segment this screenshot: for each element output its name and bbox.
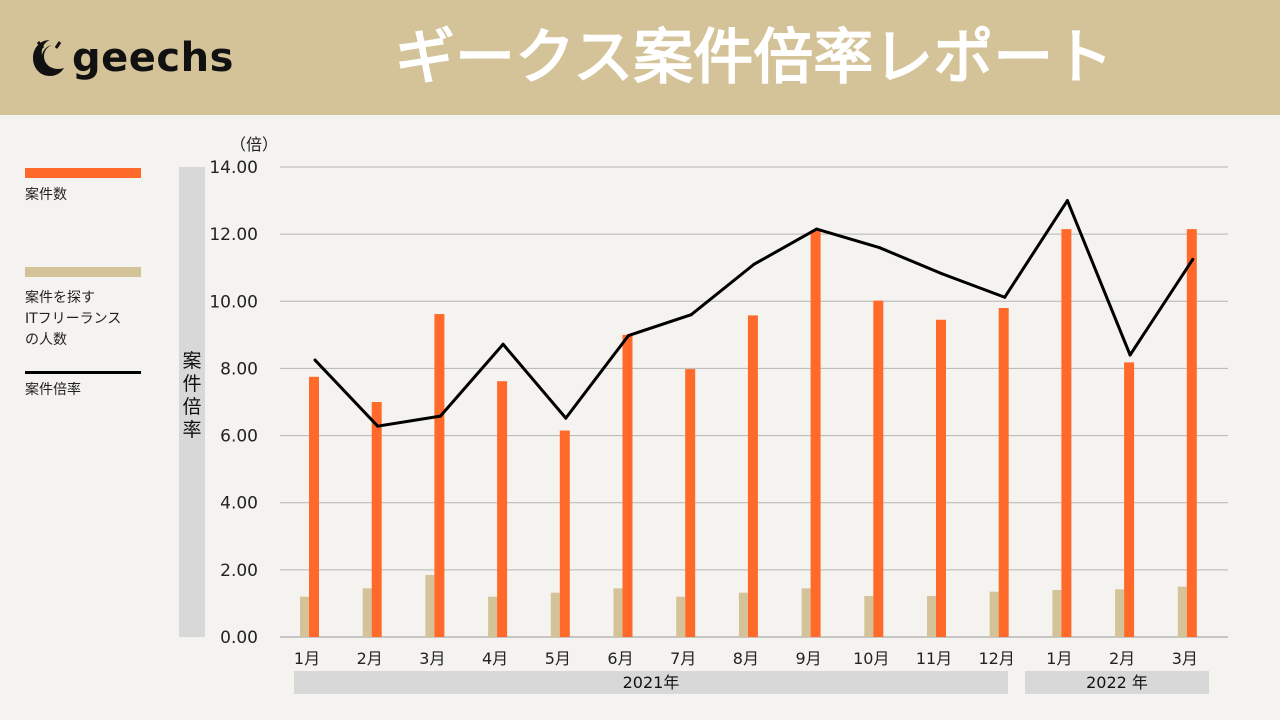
- bar-freelancers: [801, 588, 811, 637]
- bar-freelancers: [362, 588, 372, 637]
- ratio-point: [1191, 257, 1195, 261]
- ratio-point: [1065, 199, 1069, 203]
- x-tick-label: 1月: [1046, 649, 1072, 668]
- header-band: geechs ギークス案件倍率レポート: [0, 0, 1280, 115]
- year-group-2021: 2021年: [294, 671, 1008, 694]
- ratio-point: [815, 227, 819, 231]
- bar-freelancers: [613, 588, 623, 637]
- x-tick-label: 3月: [419, 649, 445, 668]
- bar-freelancers: [989, 591, 999, 637]
- x-tick-label: 5月: [545, 649, 571, 668]
- legend-swatch-projects: [25, 168, 141, 178]
- x-tick-label: 4月: [482, 649, 508, 668]
- x-tick-label: 11月: [916, 649, 952, 668]
- x-tick-label: 2月: [1109, 649, 1135, 668]
- x-tick-label: 2月: [357, 649, 383, 668]
- bar-projects: [1124, 362, 1135, 637]
- x-tick-label: 12月: [979, 649, 1015, 668]
- bar-freelancers: [738, 592, 748, 637]
- y-tick-label: 10.00: [209, 292, 258, 312]
- ratio-point: [1003, 295, 1007, 299]
- bar-projects: [622, 334, 633, 637]
- bar-freelancers: [425, 574, 435, 637]
- bar-projects: [936, 319, 946, 637]
- bar-freelancers: [488, 596, 498, 637]
- y-tick-label: 14.00: [209, 158, 258, 178]
- ratio-point: [752, 262, 756, 266]
- bar-projects: [497, 381, 508, 637]
- year-group-2022: 2022 年: [1025, 671, 1209, 694]
- bar-freelancers: [300, 596, 309, 637]
- legend-swatch-freelancers: [25, 267, 141, 277]
- bar-freelancers: [864, 596, 874, 637]
- page-title: ギークス案件倍率レポート: [395, 23, 1114, 93]
- ratio-point: [501, 342, 505, 346]
- bar-freelancers: [1177, 586, 1187, 637]
- ratio-point: [689, 313, 693, 317]
- bar-projects: [1061, 229, 1072, 637]
- y-tick-label: 4.00: [220, 494, 258, 514]
- y-tick-label: 8.00: [220, 359, 258, 379]
- bar-projects: [747, 315, 758, 637]
- x-tick-label: 8月: [733, 649, 759, 668]
- bar-projects: [1186, 229, 1197, 637]
- x-tick-label: 9月: [796, 649, 822, 668]
- ratio-point: [877, 246, 881, 250]
- ratio-point: [940, 272, 944, 276]
- bar-freelancers: [927, 596, 936, 637]
- bar-projects: [371, 402, 382, 637]
- legend-swatch-ratio: [25, 371, 141, 374]
- logo[interactable]: geechs: [30, 28, 234, 88]
- bar-projects: [873, 300, 884, 637]
- y-tick-label: 6.00: [220, 427, 258, 447]
- y-tick-label: 0.00: [220, 628, 258, 648]
- logo-text: geechs: [72, 35, 234, 81]
- x-tick-label: 7月: [670, 649, 696, 668]
- bar-projects: [810, 230, 821, 638]
- geechs-logo-icon: [33, 40, 64, 76]
- bar-freelancers: [1115, 589, 1125, 637]
- legend-label-freelancers: 案件を探す ITフリーランス の人数: [25, 290, 122, 348]
- ratio-point: [313, 358, 317, 362]
- y-axis-label: 案件倍率: [182, 350, 202, 441]
- bar-projects: [685, 369, 696, 637]
- legend-label-projects: 案件数: [25, 187, 67, 203]
- y-tick-label: 12.00: [209, 225, 258, 245]
- bar-projects: [434, 314, 445, 637]
- bar-freelancers: [550, 592, 560, 637]
- ratio-point: [1128, 353, 1132, 357]
- y-axis-band: [179, 167, 205, 637]
- ratio-point: [438, 414, 442, 418]
- legend-label-ratio: 案件倍率: [25, 382, 81, 398]
- x-tick-label: 3月: [1172, 649, 1198, 668]
- x-tick-label: 6月: [607, 649, 633, 668]
- y-axis-unit: （倍）: [230, 135, 279, 154]
- ratio-point: [627, 334, 630, 338]
- y-tick-label: 2.00: [220, 561, 258, 581]
- x-tick-label: 10月: [853, 649, 889, 668]
- bar-freelancers: [1052, 590, 1062, 637]
- bar-projects: [309, 376, 319, 637]
- x-tick-label: 1月: [294, 649, 320, 668]
- bar-projects: [998, 308, 1009, 637]
- ratio-point: [564, 416, 568, 420]
- bar-projects: [559, 430, 570, 637]
- bar-freelancers: [676, 596, 686, 637]
- ratio-point: [376, 424, 380, 428]
